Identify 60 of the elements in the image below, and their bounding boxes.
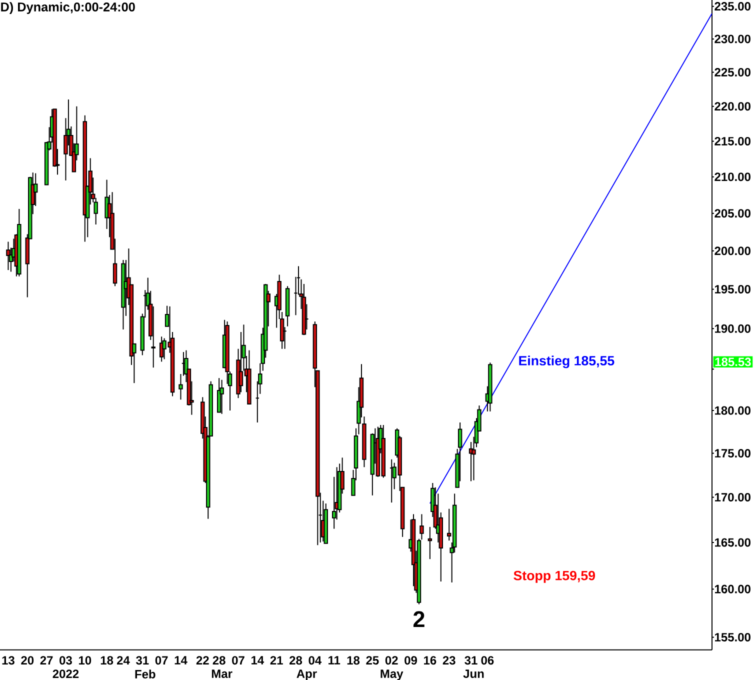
x-tick-label: 11	[328, 656, 340, 664]
candlestick	[6, 241, 10, 271]
candlestick	[216, 378, 222, 413]
y-tick-label: 210.00	[714, 172, 750, 182]
candlestick	[220, 379, 224, 414]
x-tick-label: 25	[366, 656, 379, 665]
x-tick-label: 22	[196, 656, 209, 664]
x-tick-label: 14	[174, 656, 188, 664]
x2-tick-label: 2022	[52, 670, 79, 678]
y-tick-label: 220.00	[714, 102, 750, 111]
x-tick-label: 24	[116, 656, 130, 664]
x-tick-label: 13	[2, 656, 14, 665]
x2-tick-label: Mar	[212, 670, 232, 678]
x-tick-label: 21	[270, 656, 283, 664]
y-tick-label: 195.00	[715, 284, 750, 294]
x-tick-label: 31	[136, 656, 149, 665]
candlestick	[162, 338, 166, 360]
y-tick-label: 170.00	[715, 492, 750, 502]
candlestick	[178, 374, 183, 400]
x2-tick-label: Feb	[135, 670, 156, 678]
annotation: 2	[413, 611, 424, 628]
x-tick-label: 14	[251, 656, 264, 664]
text: 185.53	[715, 358, 751, 366]
candlestick	[151, 306, 156, 368]
y-tick-label: 165.00	[715, 538, 750, 547]
x-tick-label: 07	[232, 656, 244, 665]
y-tick-label: 235.00	[714, 2, 750, 11]
x2-tick-label: Jun	[463, 670, 484, 678]
x-tick-label: 18	[347, 656, 360, 665]
y-tick-label: 180.00	[715, 406, 750, 415]
y-tick-label: 160.00	[715, 584, 750, 594]
x-tick-label: 28	[212, 656, 226, 665]
x-tick-label: 27	[40, 656, 53, 664]
x-tick-label: 02	[385, 656, 398, 665]
x-tick-label: 28	[290, 656, 302, 665]
candlestick	[428, 526, 432, 560]
x-tick-label: 16	[424, 656, 436, 665]
y-tick-label: 200.00	[714, 246, 750, 256]
y-tick-label: 230.00	[714, 34, 750, 44]
chart-title: D) Dynamic,0:00-24:00	[1, 2, 135, 14]
x-tick-label: 03	[60, 656, 72, 665]
x-tick-label: 07	[155, 656, 168, 665]
y-tick-label: 215.00	[714, 136, 750, 146]
x-tick-label: 10	[78, 656, 92, 665]
x2-tick-label: Apr	[296, 670, 317, 680]
y-tick-label: 205.00	[714, 209, 750, 218]
x-tick-label: 09	[404, 656, 417, 665]
x-tick-label: 18	[100, 656, 114, 665]
y-tick-label: 190.00	[715, 324, 750, 333]
x-tick-label: 23	[442, 656, 456, 665]
annotation: Einstieg 185,55	[519, 356, 614, 368]
x-tick-label: 31	[464, 656, 478, 665]
x-tick-label: 20	[21, 656, 34, 665]
x-tick-label: 04	[308, 656, 322, 665]
x-tick-label: 06	[481, 656, 494, 665]
y-tick-label: 155.00	[715, 632, 750, 642]
annotation: Stopp 159,59	[514, 570, 596, 583]
x2-tick-label: May	[380, 670, 404, 680]
y-tick-label: 175.00	[715, 449, 750, 458]
y-tick-label: 225.00	[714, 68, 750, 77]
